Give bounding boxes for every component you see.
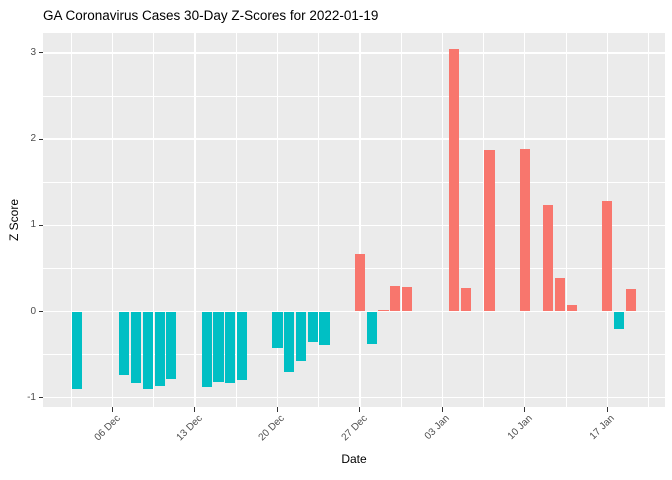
y-tick-mark [38, 224, 43, 226]
negative-bar [284, 311, 295, 372]
y-tick-label: 3 [30, 46, 36, 58]
x-tick-label: 17 Jan [588, 413, 618, 443]
positive-bar [378, 309, 389, 312]
chart-title: GA Coronavirus Cases 30-Day Z-Scores for… [43, 8, 379, 23]
x-tick-label: 13 Dec [174, 413, 205, 444]
minor-gridline [318, 33, 320, 407]
minor-gridline [43, 181, 665, 183]
positive-bar [543, 204, 554, 312]
major-gridline [194, 33, 196, 407]
x-tick-mark [441, 407, 443, 412]
positive-bar [555, 277, 566, 312]
major-gridline [111, 33, 114, 407]
minor-gridline [43, 354, 665, 356]
positive-bar [390, 285, 401, 312]
minor-gridline [153, 33, 155, 407]
negative-bar [166, 311, 177, 379]
minor-gridline [400, 33, 402, 407]
negative-bar [72, 311, 83, 390]
major-gridline [43, 397, 665, 399]
positive-bar [401, 287, 413, 312]
plot-panel [43, 33, 665, 407]
negative-bar [225, 311, 236, 384]
major-gridline [43, 52, 665, 54]
x-tick-mark [112, 407, 113, 412]
negative-bar [295, 311, 307, 361]
positive-bar [519, 149, 530, 312]
positive-bar [602, 201, 613, 312]
negative-bar [213, 311, 224, 383]
x-tick-mark [276, 407, 278, 412]
negative-bar [366, 311, 377, 345]
x-tick-mark [606, 407, 608, 412]
x-tick-label: 27 Dec [339, 413, 370, 444]
x-axis-title: Date [341, 452, 367, 466]
y-axis-title: Z Score [7, 198, 21, 242]
negative-bar [130, 311, 142, 384]
x-tick-label: 03 Jan [423, 413, 453, 443]
y-tick-label: 0 [30, 305, 36, 317]
negative-bar [613, 311, 625, 329]
major-gridline [441, 33, 444, 407]
negative-bar [201, 311, 212, 388]
minor-gridline [483, 33, 484, 407]
positive-bar [449, 48, 460, 312]
negative-bar [272, 311, 283, 348]
y-tick-mark [38, 52, 43, 54]
major-gridline [43, 224, 665, 226]
minor-gridline [235, 33, 237, 407]
minor-gridline [565, 33, 567, 407]
negative-bar [236, 311, 248, 381]
x-tick-mark [359, 407, 361, 412]
positive-bar [625, 289, 636, 312]
x-tick-mark [194, 407, 196, 412]
positive-bar [460, 288, 471, 312]
y-tick-mark [38, 397, 43, 399]
negative-bar [119, 311, 130, 376]
minor-gridline [43, 95, 665, 97]
negative-bar [319, 311, 330, 346]
positive-bar [354, 253, 365, 312]
major-gridline [276, 33, 279, 407]
x-tick-label: 20 Dec [256, 413, 288, 444]
negative-bar [154, 311, 165, 386]
y-tick-mark [38, 311, 43, 312]
x-tick-label: 06 Dec [92, 413, 123, 444]
minor-gridline [43, 267, 665, 269]
y-tick-label: -1 [27, 391, 36, 403]
positive-bar [566, 304, 577, 312]
minor-gridline [648, 33, 649, 407]
x-tick-label: 10 Jan [505, 413, 535, 443]
minor-gridline [70, 33, 72, 407]
y-tick-mark [38, 138, 43, 140]
y-tick-label: 2 [30, 133, 36, 145]
major-gridline [43, 310, 665, 313]
x-tick-mark [524, 407, 526, 412]
negative-bar [142, 311, 153, 390]
y-tick-label: 1 [30, 219, 36, 231]
major-gridline [43, 138, 665, 140]
positive-bar [484, 150, 495, 312]
negative-bar [307, 311, 318, 342]
major-gridline [359, 33, 361, 407]
